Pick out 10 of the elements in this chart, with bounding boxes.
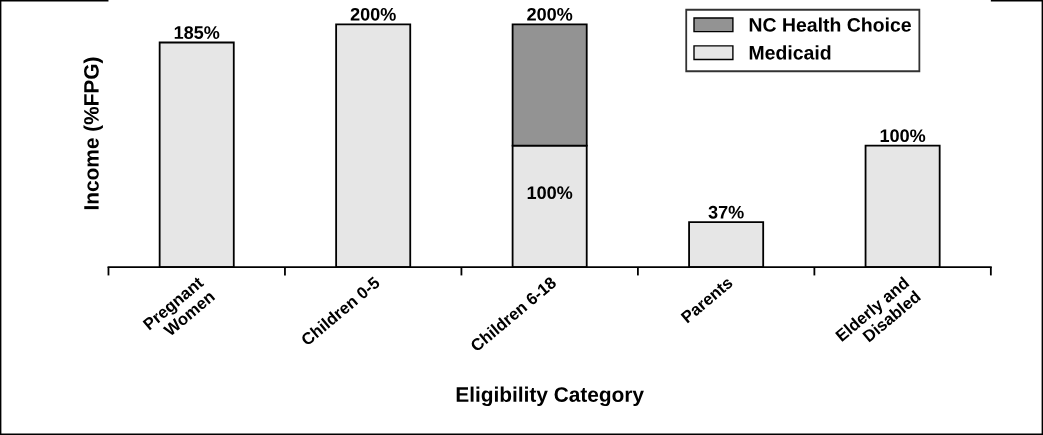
data-label: 200% [350,7,396,21]
total-label: 200% [527,7,573,21]
data-label: 185% [174,26,220,39]
data-label: 100% [527,186,573,200]
legend-label: NC Health Choice [749,17,911,32]
data-label: 37% [708,205,744,219]
data-label: 100% [880,129,926,143]
y-axis-title: Income (%FPG) [83,57,103,210]
legend-label: Medicaid [749,45,831,60]
x-axis-title: Eligibility Category [456,386,644,407]
